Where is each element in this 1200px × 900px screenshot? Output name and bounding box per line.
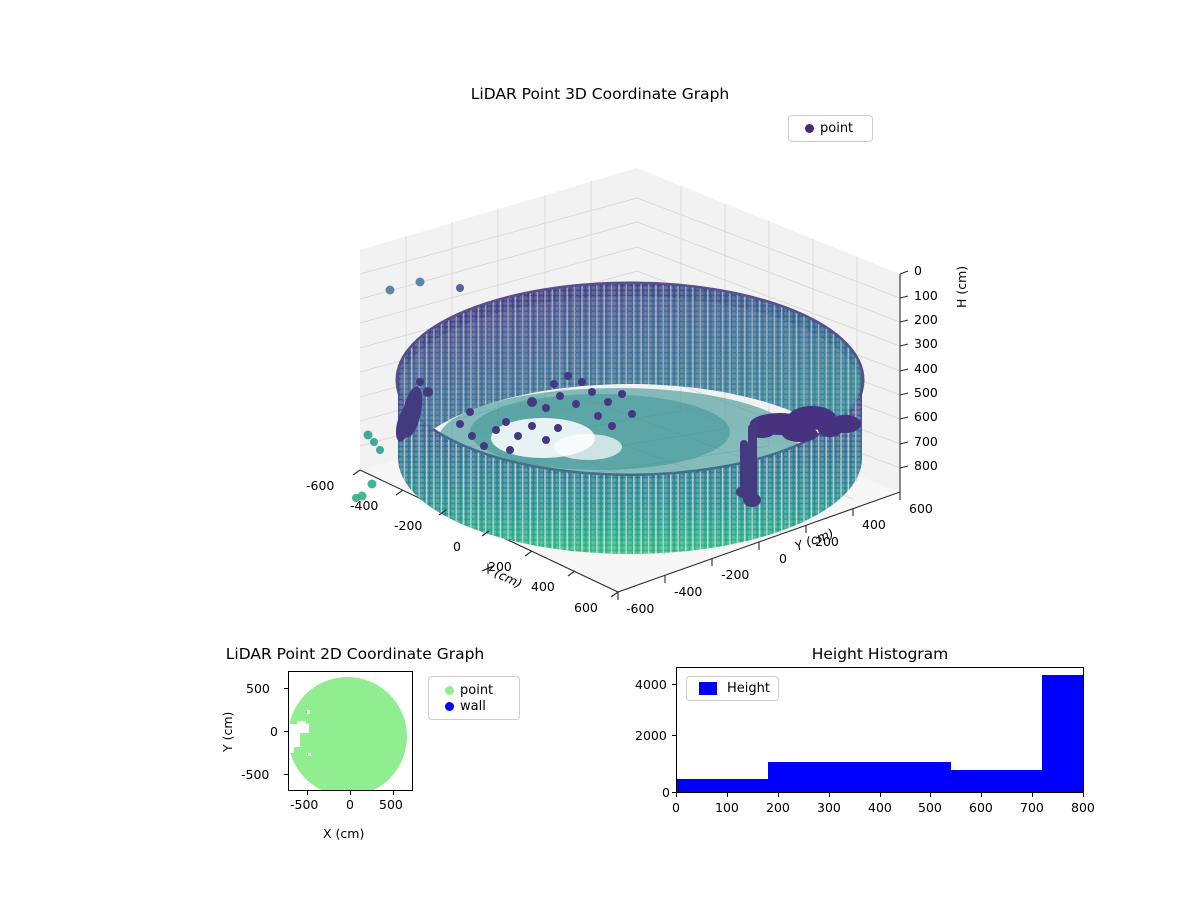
- x-tick-label: 400: [868, 800, 892, 815]
- y-tick-label: 200: [815, 534, 839, 549]
- x-tick-mark: [307, 791, 308, 795]
- hist-bar: [1042, 675, 1083, 792]
- x-tick-mark: [676, 793, 677, 797]
- y-tick-label: 0: [779, 551, 787, 566]
- z-tick-label: 0: [914, 263, 922, 278]
- hist-bar: [677, 778, 769, 792]
- y-tick-label: 0: [662, 785, 670, 800]
- point-cloud-2d: [289, 677, 407, 790]
- x-tick-label: 300: [817, 800, 841, 815]
- y-tick-mark: [672, 735, 676, 736]
- y-tick-label: 400: [862, 517, 886, 532]
- legend-label: point: [820, 121, 854, 136]
- y-tick-mark: [672, 792, 676, 793]
- y-tick-label: 500: [246, 681, 270, 696]
- x-tick-label: 0: [346, 797, 354, 812]
- panel-hist-title: Height Histogram: [811, 645, 949, 663]
- panel-3d-legend: point: [788, 115, 873, 142]
- x-tick-label: 800: [1071, 800, 1095, 815]
- x-tick-mark: [1032, 793, 1033, 797]
- z-tick-label: 300: [914, 336, 938, 351]
- point-cloud-gap: [297, 721, 306, 727]
- panel-hist-legend: Height: [686, 676, 779, 701]
- x-tick-label: -500: [290, 797, 319, 812]
- panel-2d-title: LiDAR Point 2D Coordinate Graph: [225, 645, 485, 663]
- y-tick-mark: [284, 731, 288, 732]
- y-tick-mark: [284, 774, 288, 775]
- x-tick-mark: [880, 793, 881, 797]
- hist-bar: [768, 762, 952, 792]
- z-tick-label: 100: [914, 288, 938, 303]
- x-tick-mark: [829, 793, 830, 797]
- point-cloud-gap: [289, 747, 294, 753]
- x-tick-label: 700: [1020, 800, 1044, 815]
- z-tick-label: 500: [914, 385, 938, 400]
- panel-2d-y-axis-label: Y (cm): [220, 711, 235, 752]
- x-tick-mark: [393, 791, 394, 795]
- z-tick-label: 800: [914, 458, 938, 473]
- y-tick-label: -200: [721, 567, 750, 582]
- x-tick-label: 0: [672, 800, 680, 815]
- y-tick-label: 0: [270, 724, 278, 739]
- wall-marker-icon: [445, 701, 454, 711]
- legend-label: point: [460, 682, 494, 698]
- x-tick-mark: [778, 793, 779, 797]
- height-bar-icon: [699, 682, 718, 695]
- x-tick-label: 200: [766, 800, 790, 815]
- hist-bar: [951, 770, 1043, 792]
- x-tick-label: 400: [531, 579, 555, 594]
- x-tick-label: -600: [306, 478, 335, 493]
- y-tick-mark: [672, 684, 676, 685]
- x-tick-label: 0: [453, 539, 461, 554]
- panel-3d-title: LiDAR Point 3D Coordinate Graph: [470, 85, 730, 103]
- legend-item-point: point: [437, 682, 511, 698]
- point-cloud-gap: [289, 724, 309, 733]
- legend-item-point: point: [797, 121, 864, 136]
- y-tick-label: 4000: [635, 677, 667, 692]
- z-axis-label: H (cm): [954, 265, 969, 308]
- y-tick-label: 2000: [635, 728, 667, 743]
- panel-2d-legend: point wall: [428, 676, 520, 720]
- x-tick-label: -400: [350, 498, 379, 513]
- x-tick-mark: [930, 793, 931, 797]
- lidar-2d-axes[interactable]: [288, 671, 413, 791]
- z-tick-label: 700: [914, 434, 938, 449]
- y-tick-label: -400: [674, 584, 703, 599]
- point-marker-icon: [445, 685, 454, 695]
- x-tick-label: 200: [488, 559, 512, 574]
- legend-item-height: Height: [695, 681, 770, 696]
- y-tick-label: 600: [909, 501, 933, 516]
- y-tick-mark: [284, 688, 288, 689]
- x-tick-mark: [350, 791, 351, 795]
- x-tick-label: 500: [379, 797, 403, 812]
- legend-label: Height: [727, 681, 770, 696]
- point-marker-icon: [805, 124, 814, 133]
- z-tick-label: 400: [914, 361, 938, 376]
- point-cloud-gap: [289, 733, 300, 747]
- panel-2d-x-axis-label: X (cm): [323, 826, 365, 841]
- point-cloud-gap: [308, 753, 311, 756]
- z-tick-label: 600: [914, 409, 938, 424]
- x-tick-label: 100: [715, 800, 739, 815]
- x-tick-mark: [1083, 793, 1084, 797]
- x-tick-mark: [727, 793, 728, 797]
- legend-label: wall: [460, 698, 486, 714]
- point-cloud-3d: [352, 277, 865, 554]
- y-tick-label: -500: [241, 767, 270, 782]
- lidar-3d-plot: [352, 168, 909, 600]
- point-cloud-gap: [307, 710, 310, 714]
- y-tick-label: -600: [626, 601, 655, 616]
- x-tick-mark: [981, 793, 982, 797]
- lidar-3d-axes[interactable]: -600 -400 -200 0 200 400 600 -600 -400 -…: [300, 140, 969, 640]
- x-tick-label: -200: [394, 518, 423, 533]
- x-tick-label: 500: [918, 800, 942, 815]
- x-tick-label: 600: [574, 600, 598, 615]
- z-tick-label: 200: [914, 312, 938, 327]
- legend-item-wall: wall: [437, 698, 511, 714]
- x-tick-label: 600: [969, 800, 993, 815]
